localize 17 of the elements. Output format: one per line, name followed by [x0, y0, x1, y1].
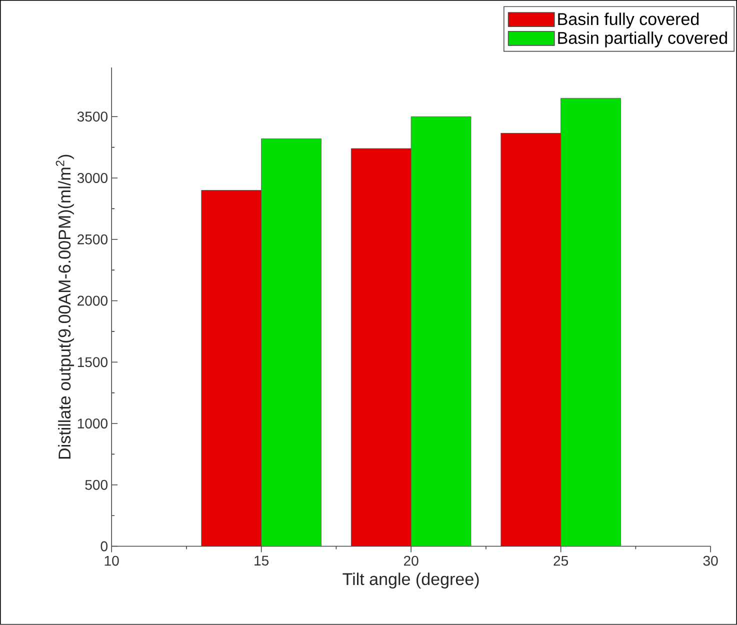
- x-tick-label: 25: [554, 556, 568, 566]
- y-tick-label: 3500: [77, 112, 108, 122]
- y-axis-title: Distillate output(9.00AM-6.00PM)(ml/m$^{2}$): [56, 154, 74, 459]
- x-tick-label: 30: [703, 556, 718, 566]
- x-tick-label: 10: [104, 556, 119, 566]
- y-tick-label: 3000: [77, 173, 108, 184]
- y-tick-label: 2500: [78, 234, 108, 244]
- x-tick-label: 15: [254, 556, 269, 566]
- legend-label: Basin partially covered: [558, 32, 727, 48]
- legend-label: Basin fully covered: [558, 12, 699, 29]
- x-axis-title: Tilt angle (degree): [342, 572, 479, 589]
- y-tick-label: 2000: [78, 296, 108, 306]
- y-tick-label: 500: [85, 480, 108, 490]
- y-tick-label: 1500: [78, 357, 108, 368]
- y-tick-label: 0: [100, 541, 108, 552]
- x-tick-label: 20: [404, 556, 418, 566]
- y-tick-label: 1000: [78, 418, 108, 429]
